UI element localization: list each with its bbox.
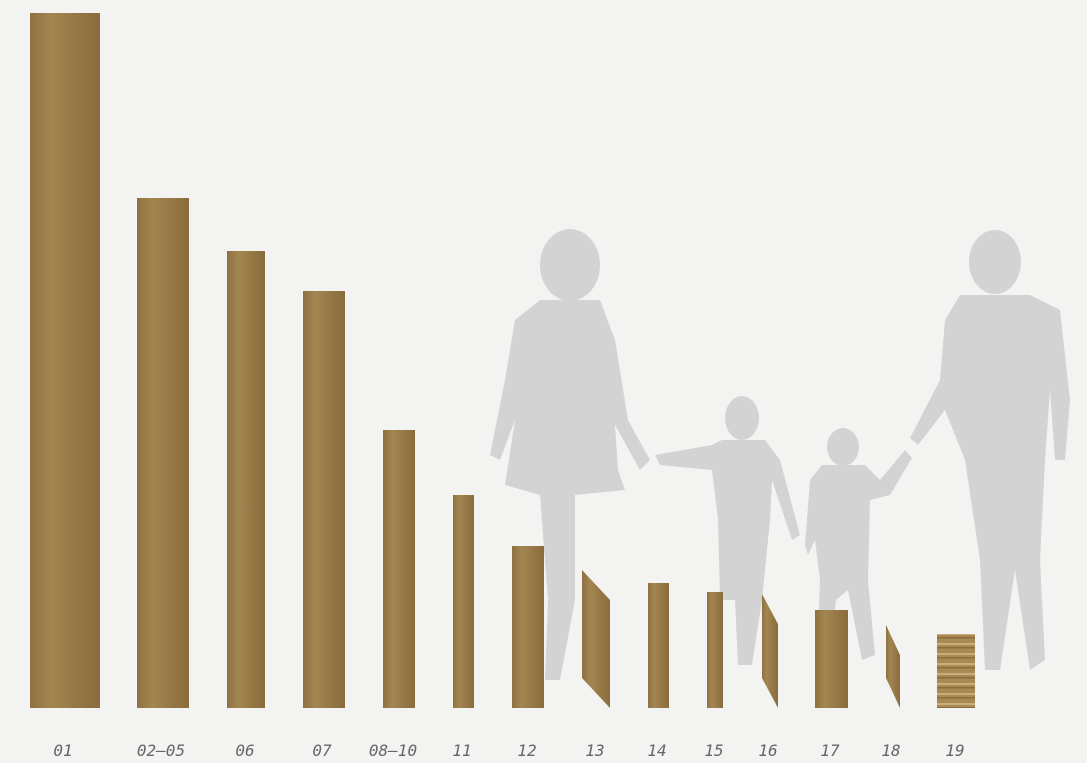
plank-label: 16: [758, 741, 777, 760]
plank-label: 19: [945, 741, 964, 760]
plank-label: 17: [820, 741, 840, 760]
planks: [30, 13, 975, 708]
plank-label: 18: [881, 741, 900, 760]
plank: [30, 13, 100, 708]
plank: [137, 198, 189, 708]
labels: 01 02–05 06 07 08–10 11 12 13 14 15 16 17 18 19: [53, 741, 964, 760]
plank: [227, 251, 265, 708]
plank-label: 01: [53, 741, 72, 760]
plank: [303, 291, 345, 708]
plank-label: 15: [704, 741, 723, 760]
plank: [383, 430, 415, 708]
plank: [648, 583, 669, 708]
plank-label: 07: [312, 741, 332, 760]
plank-label: 11: [452, 741, 471, 760]
plank: [937, 634, 975, 708]
plank: [512, 546, 544, 708]
plank-label: 06: [235, 741, 254, 760]
plank-label: 02–05: [137, 741, 185, 760]
plank: [707, 592, 723, 708]
plank: [582, 570, 610, 708]
plank-label: 13: [585, 741, 604, 760]
plank-label: 12: [517, 741, 536, 760]
plank: [453, 495, 474, 708]
plank: [762, 594, 778, 708]
plank-label: 14: [647, 741, 666, 760]
plank: [815, 610, 848, 708]
plank-label: 08–10: [369, 741, 417, 760]
family-silhouette: [490, 229, 1070, 680]
plank: [886, 625, 900, 708]
